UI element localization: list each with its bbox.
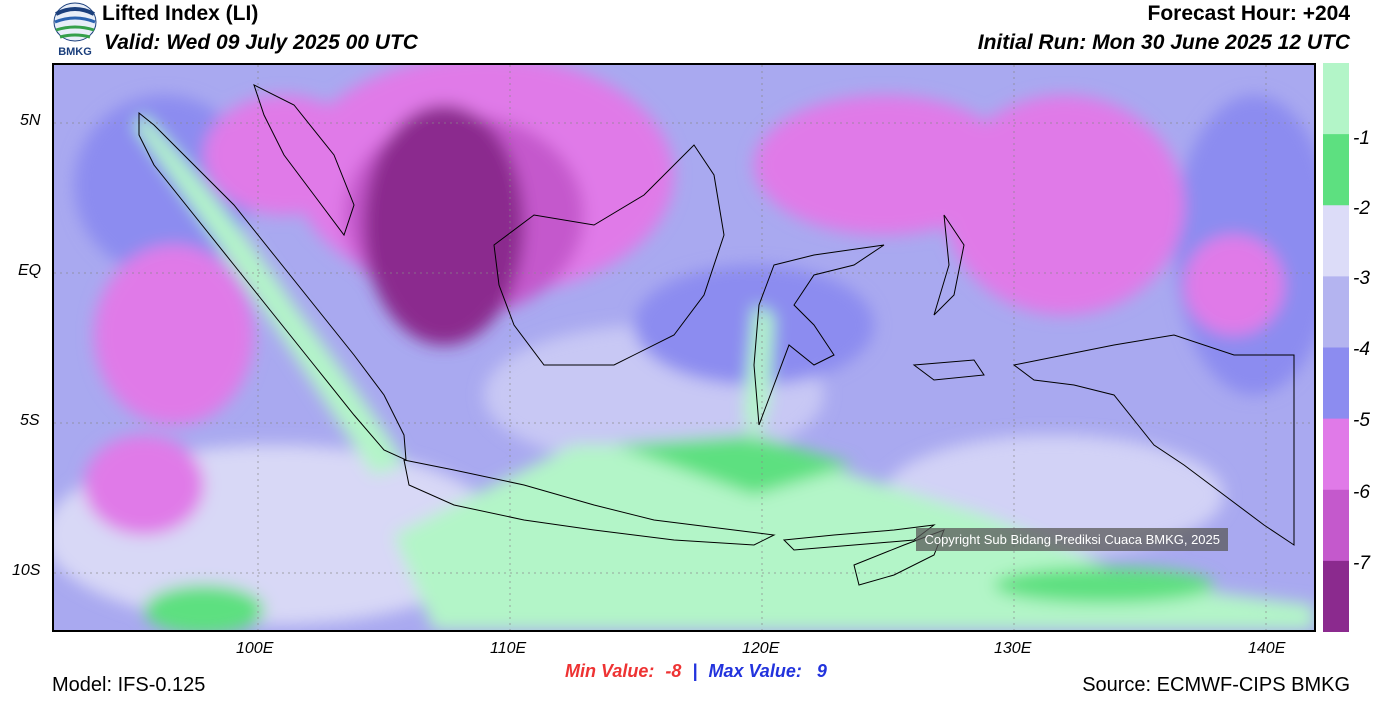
- separator: |: [692, 661, 698, 681]
- valid-time: Valid: Wed 09 July 2025 00 UTC: [104, 31, 418, 54]
- legend-label: -5: [1353, 410, 1370, 431]
- colorbar-swatch: [1323, 560, 1349, 633]
- max-value: 9: [816, 661, 827, 681]
- colorbar: [1323, 63, 1349, 633]
- min-label: Min Value:: [565, 661, 655, 681]
- lifted-index-field: [54, 65, 1314, 630]
- lon-label-110e: 110E: [490, 640, 527, 657]
- source-label: Source: ECMWF-CIPS BMKG: [1082, 674, 1350, 696]
- logo-text: BMKG: [58, 46, 92, 58]
- colorbar-swatch: [1323, 418, 1349, 491]
- legend-label: -7: [1353, 553, 1370, 574]
- legend-label: -1: [1353, 128, 1370, 149]
- chart-title: Lifted Index (LI): [102, 2, 259, 25]
- max-label: Max Value:: [708, 661, 802, 681]
- lat-label-10s: 10S: [12, 562, 41, 579]
- lat-label-5s: 5S: [20, 412, 40, 429]
- coastlines: [138, 84, 1295, 586]
- lon-label-130e: 130E: [994, 640, 1032, 657]
- lon-label-140e: 140E: [1248, 640, 1286, 657]
- colorbar-swatch: [1323, 489, 1349, 562]
- lon-label-120e: 120E: [742, 640, 780, 657]
- bmkg-logo: BMKG: [52, 2, 98, 60]
- lon-label-100e: 100E: [236, 640, 274, 657]
- copyright-notice: Copyright Sub Bidang Prediksi Cuaca BMKG…: [916, 528, 1228, 551]
- colorbar-swatch: [1323, 134, 1349, 206]
- colorbar-swatch: [1323, 63, 1349, 135]
- colorbar-swatch: [1323, 276, 1349, 349]
- legend-label: -6: [1353, 482, 1370, 503]
- colorbar-swatch: [1323, 205, 1349, 277]
- lat-label-5n: 5N: [20, 112, 41, 129]
- forecast-hour: Forecast Hour: +204: [1147, 2, 1351, 25]
- min-max-values: Min Value: -8 | Max Value: 9: [565, 661, 827, 682]
- model-label: Model: IFS-0.125: [52, 674, 206, 696]
- lat-label-eq: EQ: [18, 262, 42, 279]
- initial-run: Initial Run: Mon 30 June 2025 12 UTC: [977, 31, 1350, 54]
- colorbar-swatch: [1323, 347, 1349, 420]
- min-value: -8: [665, 661, 682, 681]
- map-panel[interactable]: Copyright Sub Bidang Prediksi Cuaca BMKG…: [52, 63, 1316, 632]
- bmkg-globe-icon: [53, 2, 97, 42]
- legend-label: -3: [1353, 268, 1370, 289]
- legend-label: -2: [1353, 198, 1370, 219]
- legend-label: -4: [1353, 339, 1370, 360]
